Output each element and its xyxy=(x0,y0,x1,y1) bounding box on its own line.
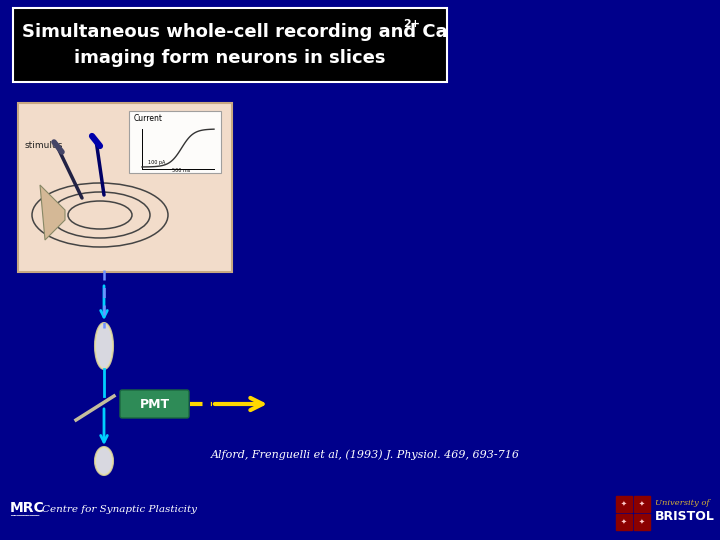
Text: imaging form neurons in slices: imaging form neurons in slices xyxy=(74,49,386,67)
Bar xyxy=(634,496,650,512)
Text: ✦: ✦ xyxy=(621,519,627,525)
Ellipse shape xyxy=(95,323,113,369)
Text: Simultaneous whole-cell recording and Ca: Simultaneous whole-cell recording and Ca xyxy=(22,23,448,41)
FancyBboxPatch shape xyxy=(120,390,189,418)
Text: 100 pA: 100 pA xyxy=(148,160,166,165)
Text: Alford, Frenguelli et al, (1993) J. Physiol. 469, 693-716: Alford, Frenguelli et al, (1993) J. Phys… xyxy=(210,450,520,460)
Text: ─────────: ───────── xyxy=(10,514,40,518)
Text: stimulus: stimulus xyxy=(25,141,63,150)
FancyBboxPatch shape xyxy=(13,8,447,82)
Text: BRISTOL: BRISTOL xyxy=(655,510,715,523)
Text: PMT: PMT xyxy=(140,397,170,410)
Text: Centre for Synaptic Plasticity: Centre for Synaptic Plasticity xyxy=(42,505,197,515)
Text: ✦: ✦ xyxy=(621,501,627,507)
Text: ✦: ✦ xyxy=(639,501,645,507)
FancyBboxPatch shape xyxy=(18,103,232,272)
Bar xyxy=(616,496,632,512)
Text: MRC: MRC xyxy=(10,501,45,515)
Polygon shape xyxy=(40,185,65,240)
Ellipse shape xyxy=(95,447,113,475)
Text: 2+: 2+ xyxy=(403,19,420,29)
FancyBboxPatch shape xyxy=(129,111,221,173)
Bar xyxy=(616,514,632,530)
Text: Current: Current xyxy=(134,114,163,123)
Text: University of: University of xyxy=(655,499,709,507)
Bar xyxy=(634,514,650,530)
Text: 500 ms: 500 ms xyxy=(172,168,190,173)
Text: ✦: ✦ xyxy=(639,519,645,525)
